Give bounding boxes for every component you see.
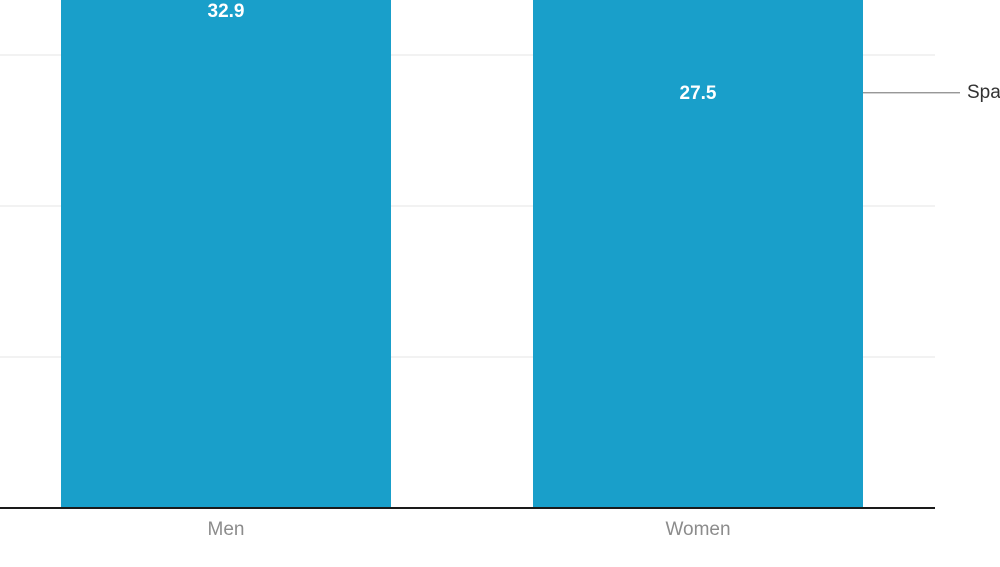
bars [61, 0, 863, 509]
series-callout-label: Spa [967, 82, 1000, 103]
bar-men [61, 0, 391, 509]
x-tick-label: Men [208, 519, 245, 540]
x-axis-tick-labels: Men Women [208, 519, 731, 540]
x-tick-label: Women [665, 519, 730, 540]
series-callout: Spa [863, 82, 1000, 103]
bar-value-label: 32.9 [208, 1, 245, 22]
bar-women [533, 0, 863, 508]
bar-value-labels: 32.9 27.5 [208, 1, 717, 104]
bar-value-label: 27.5 [680, 83, 717, 104]
